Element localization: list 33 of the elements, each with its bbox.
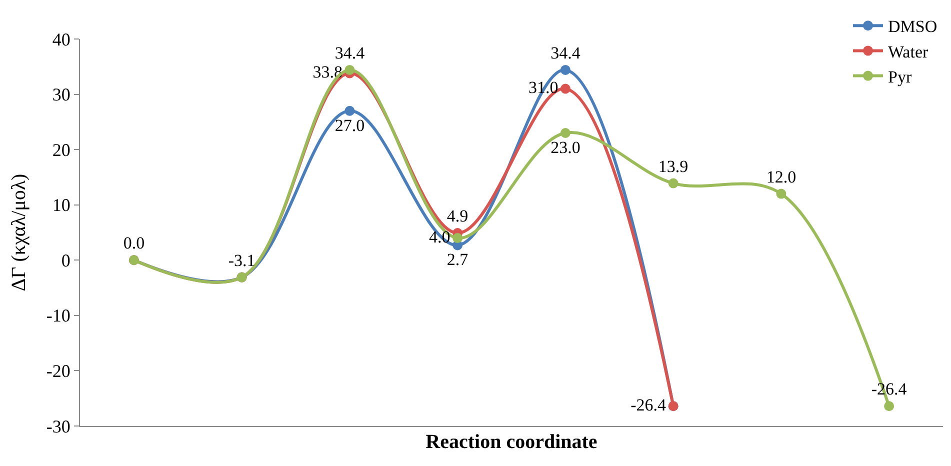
y-tick-label: 20 <box>52 140 70 160</box>
y-tick-label: 10 <box>52 195 70 216</box>
point <box>560 64 570 75</box>
y-tick-label: -30 <box>46 416 70 436</box>
y-tick-label: -20 <box>46 361 70 382</box>
data-label: 34.4 <box>334 43 366 62</box>
point <box>776 188 786 199</box>
y-tick-label: 0 <box>61 250 70 270</box>
data-label: 27.0 <box>334 116 365 135</box>
point <box>560 128 570 138</box>
x-axis-title: Reaction coordinate <box>426 430 598 453</box>
point <box>668 178 678 188</box>
point <box>560 84 570 94</box>
data-label: 34.4 <box>550 43 581 62</box>
point <box>344 64 355 75</box>
y-tick-label: 30 <box>52 84 70 105</box>
data-label: 12.0 <box>766 167 796 186</box>
data-label: 4.9 <box>446 206 468 226</box>
y-tick-label: 40 <box>52 29 70 50</box>
data-label: 0.0 <box>123 234 145 253</box>
legend-label: Pyr <box>888 67 912 86</box>
data-label: 13.9 <box>658 156 688 176</box>
data-label: -3.1 <box>228 250 256 270</box>
point <box>452 233 463 244</box>
point <box>884 401 894 412</box>
data-label: 2.7 <box>446 250 469 270</box>
legend-label: DMSO <box>888 17 938 36</box>
point <box>344 106 355 116</box>
y-axis-title: ΔΓ (κχαλ/μολ) <box>8 174 30 292</box>
data-label: 23.0 <box>550 138 580 157</box>
legend-label: Water <box>888 42 928 62</box>
y-tick-label: -10 <box>46 306 70 326</box>
data-label: -26.4 <box>630 395 667 414</box>
